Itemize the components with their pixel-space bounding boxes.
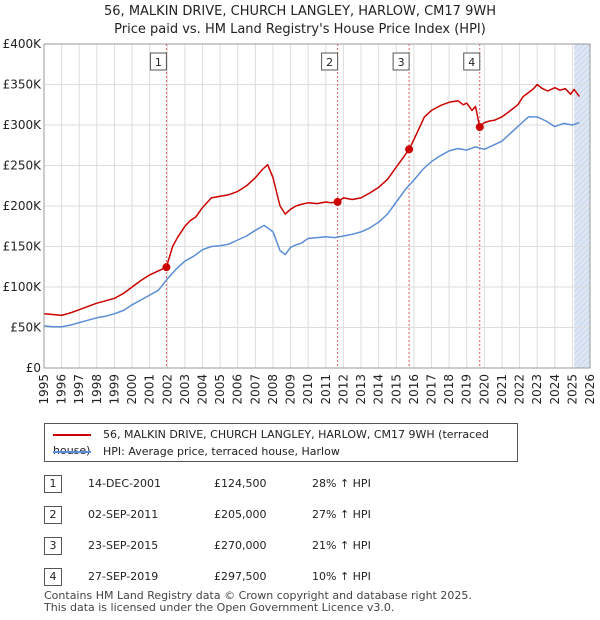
legend-swatch-property <box>53 434 91 436</box>
x-tick-label: 2014 <box>372 374 386 405</box>
y-tick-label: £300K <box>3 118 43 132</box>
x-tick-label: 2013 <box>354 374 368 405</box>
sale-number-badge: 2 <box>44 506 62 524</box>
x-tick-label: 1995 <box>37 374 51 405</box>
sale-marker-box <box>321 52 339 71</box>
sale-number-badge: 4 <box>44 568 62 586</box>
sale-number-badge: 1 <box>44 475 62 493</box>
sale-point <box>333 197 342 206</box>
sale-marker-box <box>149 52 167 71</box>
x-tick-label: 2001 <box>143 374 157 405</box>
x-tick-label: 2002 <box>160 374 174 405</box>
y-tick-label: £50K <box>10 321 42 335</box>
sale-row: 4 27-SEP-2019 £297,500 10% ↑ HPI <box>44 568 444 588</box>
sale-hpi-change: 10% ↑ HPI <box>312 570 371 583</box>
x-tick-label: 2011 <box>319 374 333 405</box>
x-tick-label: 2003 <box>178 374 192 405</box>
legend-swatch-hpi <box>53 451 91 453</box>
sale-marker-label: 4 <box>468 56 475 69</box>
x-tick-label: 2024 <box>548 374 562 405</box>
sale-date: 23-SEP-2015 <box>88 539 159 552</box>
x-tick-label: 2000 <box>125 374 139 405</box>
chart-title: 56, MALKIN DRIVE, CHURCH LANGLEY, HARLOW… <box>0 3 600 39</box>
sale-price: £270,000 <box>214 539 267 552</box>
x-tick-label: 1999 <box>107 374 121 405</box>
x-tick-label: 2012 <box>336 374 350 405</box>
x-tick-label: 2015 <box>389 374 403 405</box>
legend-item-property: 56, MALKIN DRIVE, CHURCH LANGLEY, HARLOW… <box>53 427 517 457</box>
property-price-line <box>43 83 581 317</box>
sale-point <box>475 123 484 132</box>
footer-line-1: Contains HM Land Registry data © Crown c… <box>44 589 472 602</box>
title-line-1: 56, MALKIN DRIVE, CHURCH LANGLEY, HARLOW… <box>104 4 496 19</box>
sale-date: 14-DEC-2001 <box>88 477 162 490</box>
y-tick-label: £100K <box>3 280 43 294</box>
price-chart: 1 2 3 4 £0 £50K £100K £150K £200K £250K £300K £350… <box>3 37 597 405</box>
sale-hpi-change: 27% ↑ HPI <box>312 508 371 521</box>
plot-frame <box>43 43 591 369</box>
y-tick-label: £200K <box>3 199 43 213</box>
sale-date: 02-SEP-2011 <box>88 508 159 521</box>
x-tick-label: 1997 <box>72 374 86 405</box>
x-tick-label: 2006 <box>231 374 245 405</box>
footer-line-2: This data is licensed under the Open Gov… <box>44 601 395 614</box>
sale-row: 3 23-SEP-2015 £270,000 21% ↑ HPI <box>44 537 444 557</box>
x-tick-label: 2016 <box>407 374 421 405</box>
x-tick-label: 2007 <box>248 374 262 405</box>
sale-point <box>162 263 171 272</box>
sale-number-badge: 3 <box>44 537 62 555</box>
legend-label-property: 56, MALKIN DRIVE, CHURCH LANGLEY, HARLOW… <box>53 428 489 457</box>
sale-marker-label: 1 <box>155 56 162 69</box>
x-tick-label: 2022 <box>513 374 527 405</box>
hpi-line <box>43 116 580 328</box>
x-tick-label: 1996 <box>55 374 69 405</box>
sale-point <box>405 145 414 154</box>
x-tick-label: 2025 <box>565 374 579 405</box>
x-tick-label: 2008 <box>266 374 280 405</box>
x-tick-label: 2004 <box>196 374 210 405</box>
footer-note: Contains HM Land Registry data © Crown c… <box>44 590 472 614</box>
sale-marker-label: 3 <box>398 56 405 69</box>
x-tick-label: 2019 <box>460 374 474 405</box>
legend: 56, MALKIN DRIVE, CHURCH LANGLEY, HARLOW… <box>44 423 518 462</box>
x-tick-label: 1998 <box>90 374 104 405</box>
sale-marker-label: 2 <box>326 56 333 69</box>
y-tick-label: £350K <box>3 78 43 92</box>
sale-date: 27-SEP-2019 <box>88 570 159 583</box>
sale-hpi-change: 28% ↑ HPI <box>312 477 371 490</box>
title-line-2: Price paid vs. HM Land Registry's House … <box>114 22 486 37</box>
x-tick-label: 2005 <box>213 374 227 405</box>
sale-marker-box <box>463 52 481 71</box>
x-tick-label: 2018 <box>442 374 456 405</box>
x-tick-label: 2023 <box>530 374 544 405</box>
sale-row: 1 14-DEC-2001 £124,500 28% ↑ HPI <box>44 475 444 495</box>
x-tick-label: 2017 <box>424 374 438 405</box>
sale-marker-box <box>392 52 410 71</box>
sale-price: £124,500 <box>214 477 267 490</box>
x-tick-label: 2020 <box>477 374 491 405</box>
x-tick-label: 2010 <box>301 374 315 405</box>
sale-price: £205,000 <box>214 508 267 521</box>
legend-item-hpi: HPI: Average price, terraced house, Harl… <box>53 444 340 460</box>
x-tick-label: 2021 <box>495 374 509 405</box>
sale-price: £297,500 <box>214 570 267 583</box>
sale-row: 2 02-SEP-2011 £205,000 27% ↑ HPI <box>44 506 444 526</box>
y-tick-label: £0 <box>26 361 41 375</box>
sale-hpi-change: 21% ↑ HPI <box>312 539 371 552</box>
x-tick-label: 2026 <box>583 374 597 405</box>
y-tick-label: £150K <box>3 240 43 254</box>
y-tick-label: £400K <box>3 37 43 51</box>
y-tick-label: £250K <box>3 159 43 173</box>
x-tick-label: 2009 <box>284 374 298 405</box>
legend-label-hpi: HPI: Average price, terraced house, Harl… <box>103 445 340 458</box>
